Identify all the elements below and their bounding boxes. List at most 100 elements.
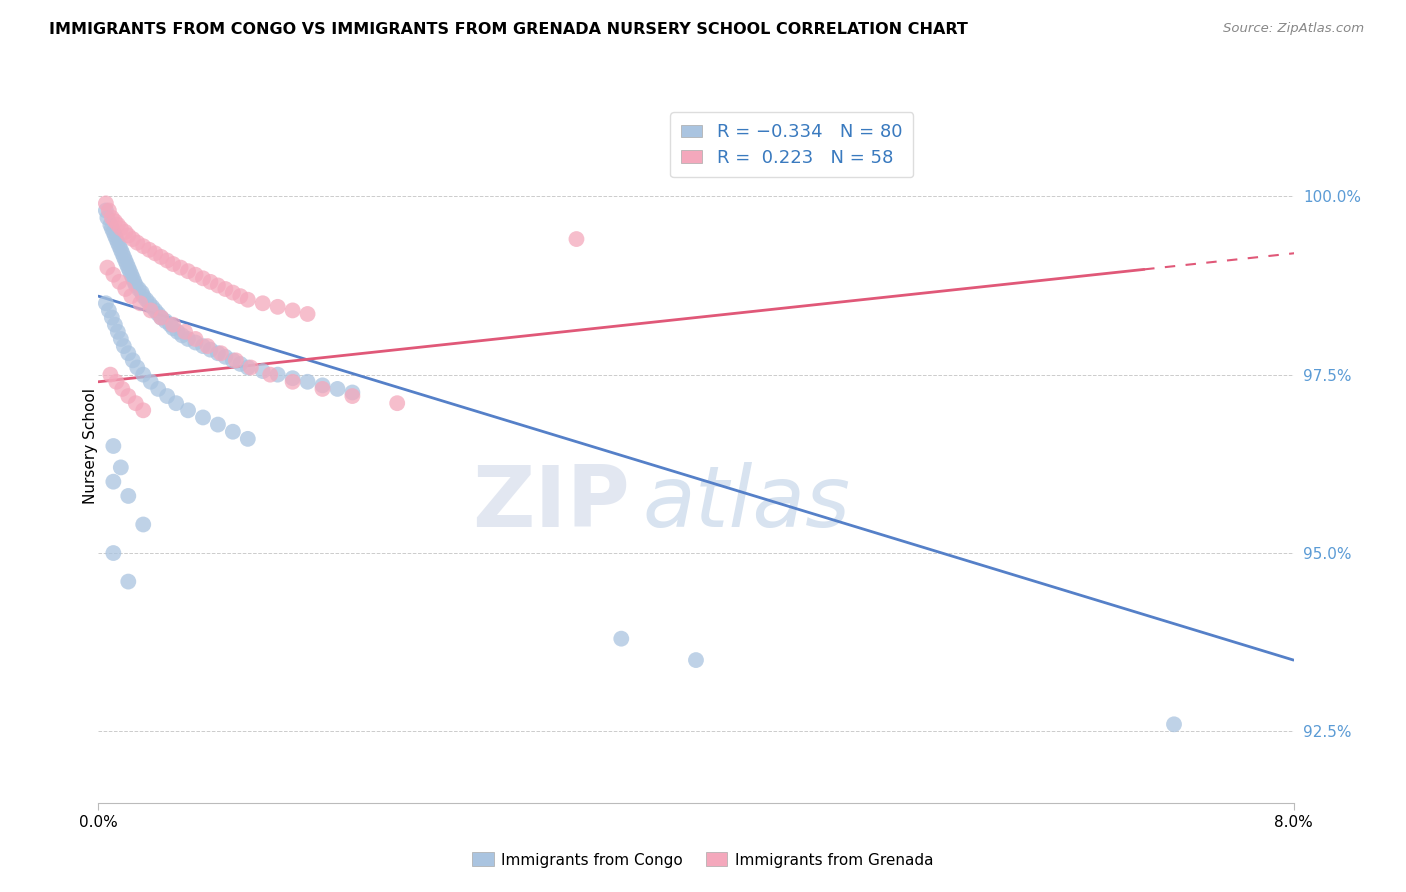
Point	[150, 310, 173, 325]
Point	[222, 285, 245, 300]
Point	[229, 357, 252, 371]
Point	[156, 253, 179, 268]
Point	[281, 371, 304, 385]
Point	[101, 221, 124, 235]
Point	[117, 389, 139, 403]
Point	[184, 332, 207, 346]
Point	[865, 132, 887, 146]
Point	[209, 346, 232, 360]
Point	[214, 282, 236, 296]
Point	[114, 253, 136, 268]
Point	[169, 260, 191, 275]
Point	[110, 243, 132, 257]
Point	[139, 303, 162, 318]
Point	[117, 346, 139, 360]
Point	[155, 314, 177, 328]
Point	[610, 632, 633, 646]
Point	[326, 382, 349, 396]
Point	[259, 368, 281, 382]
Point	[166, 325, 188, 339]
Point	[229, 289, 252, 303]
Point	[94, 203, 117, 218]
Text: Source: ZipAtlas.com: Source: ZipAtlas.com	[1223, 22, 1364, 36]
Point	[200, 343, 222, 357]
Point	[172, 328, 194, 343]
Point	[110, 221, 132, 235]
Point	[297, 375, 319, 389]
Point	[115, 257, 138, 271]
Point	[148, 382, 170, 396]
Point	[132, 517, 155, 532]
Point	[236, 293, 259, 307]
Point	[236, 360, 259, 375]
Y-axis label: Nursery School: Nursery School	[83, 388, 97, 504]
Point	[162, 318, 184, 332]
Point	[143, 303, 166, 318]
Point	[197, 339, 219, 353]
Point	[101, 310, 124, 325]
Legend: R = −0.334   N = 80, R =  0.223   N = 58: R = −0.334 N = 80, R = 0.223 N = 58	[669, 112, 914, 178]
Point	[107, 325, 129, 339]
Point	[207, 417, 229, 432]
Point	[132, 368, 155, 382]
Point	[104, 214, 127, 228]
Point	[214, 350, 236, 364]
Point	[111, 382, 134, 396]
Point	[105, 232, 128, 246]
Point	[177, 403, 200, 417]
Point	[97, 203, 120, 218]
Point	[114, 225, 136, 239]
Point	[148, 307, 170, 321]
Point	[135, 293, 157, 307]
Point	[132, 289, 155, 303]
Point	[225, 353, 247, 368]
Point	[125, 396, 148, 410]
Point	[252, 364, 274, 378]
Point	[103, 268, 125, 282]
Point	[117, 574, 139, 589]
Point	[107, 218, 129, 232]
Point	[112, 250, 135, 264]
Point	[121, 232, 143, 246]
Point	[104, 318, 127, 332]
Point	[138, 243, 160, 257]
Point	[200, 275, 222, 289]
Point	[97, 303, 120, 318]
Point	[98, 368, 122, 382]
Point	[104, 228, 127, 243]
Point	[685, 653, 707, 667]
Text: IMMIGRANTS FROM CONGO VS IMMIGRANTS FROM GRENADA NURSERY SCHOOL CORRELATION CHAR: IMMIGRANTS FROM CONGO VS IMMIGRANTS FROM…	[49, 22, 969, 37]
Point	[107, 235, 129, 250]
Text: ZIP: ZIP	[472, 461, 630, 545]
Point	[94, 296, 117, 310]
Point	[150, 250, 173, 264]
Point	[311, 382, 333, 396]
Point	[281, 303, 304, 318]
Point	[191, 410, 214, 425]
Point	[342, 389, 364, 403]
Point	[565, 232, 588, 246]
Point	[117, 489, 139, 503]
Point	[252, 296, 274, 310]
Point	[156, 389, 179, 403]
Text: atlas: atlas	[643, 461, 851, 545]
Point	[162, 257, 184, 271]
Point	[110, 332, 132, 346]
Point	[129, 296, 152, 310]
Point	[111, 246, 134, 260]
Point	[101, 211, 124, 225]
Point	[103, 439, 125, 453]
Point	[103, 546, 125, 560]
Point	[117, 228, 139, 243]
Point	[159, 318, 181, 332]
Point	[121, 271, 143, 285]
Legend: Immigrants from Congo, Immigrants from Grenada: Immigrants from Congo, Immigrants from G…	[467, 847, 939, 873]
Point	[281, 375, 304, 389]
Point	[132, 239, 155, 253]
Point	[117, 260, 139, 275]
Point	[311, 378, 333, 392]
Point	[132, 403, 155, 417]
Point	[94, 196, 117, 211]
Point	[177, 264, 200, 278]
Point	[108, 275, 131, 289]
